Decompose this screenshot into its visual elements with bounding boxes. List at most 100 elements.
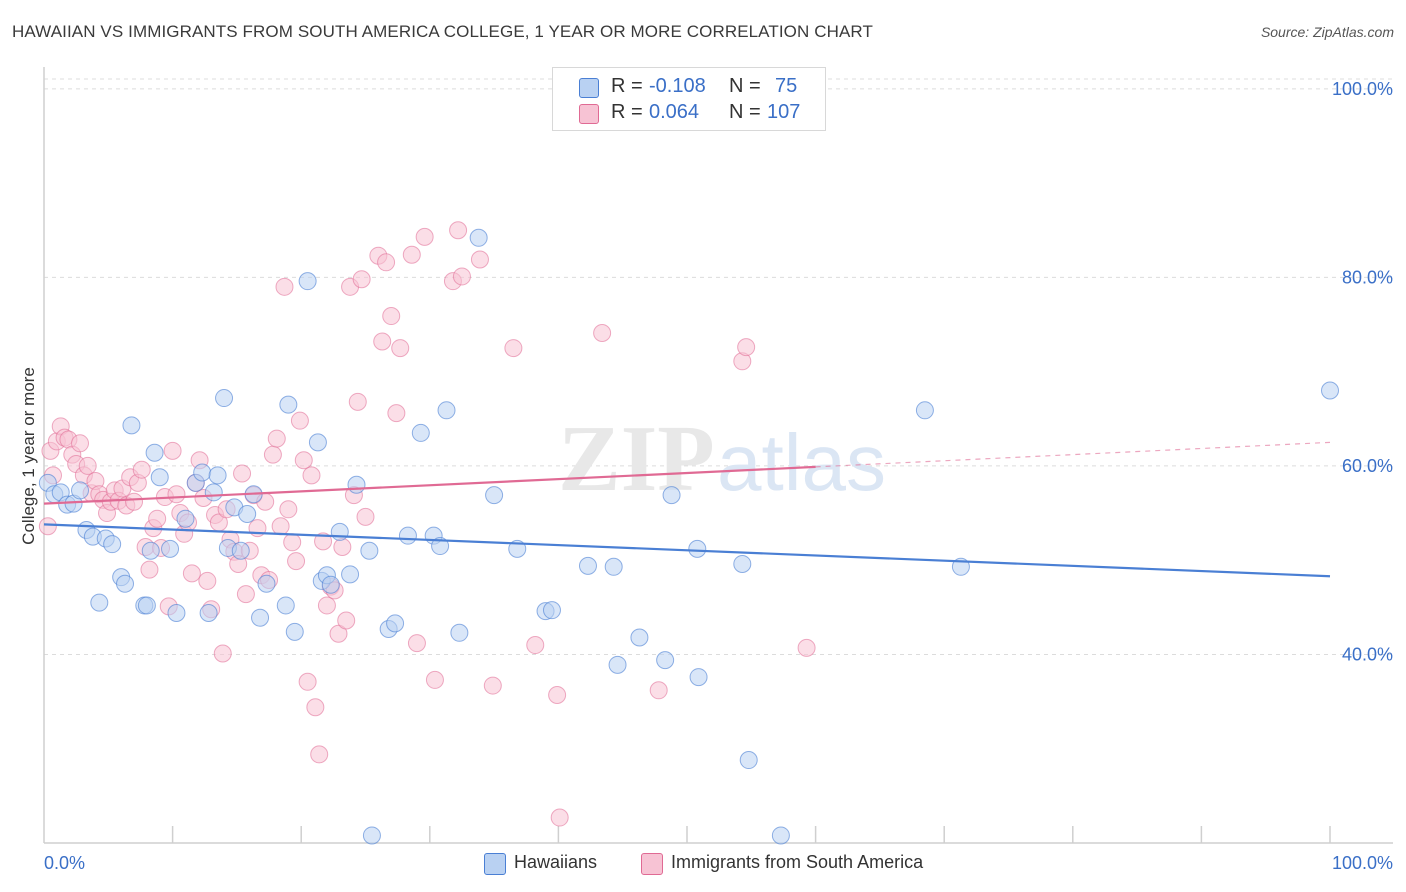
data-point-hawaiians xyxy=(739,751,758,770)
data-point-hawaiians xyxy=(1321,381,1339,400)
legend-row-immigrants: R = 0.064 N = 107 xyxy=(553,101,825,127)
series-immigrants-points xyxy=(38,221,816,827)
data-point-hawaiians xyxy=(204,483,223,502)
legend-r-value: 0.064 xyxy=(649,101,700,123)
axes xyxy=(43,67,1393,844)
legend-swatch-immigrants xyxy=(641,853,663,875)
series-hawaiians-points xyxy=(38,228,1339,845)
data-point-hawaiians xyxy=(276,596,295,615)
data-point-immigrants xyxy=(352,270,371,289)
data-point-immigrants xyxy=(402,245,421,264)
trend-line-immigrants xyxy=(43,465,816,505)
data-point-immigrants xyxy=(373,332,392,351)
data-point-hawaiians xyxy=(485,486,504,505)
data-point-immigrants xyxy=(483,676,502,695)
data-point-immigrants xyxy=(275,277,294,296)
data-point-immigrants xyxy=(198,571,217,590)
data-point-hawaiians xyxy=(347,475,366,494)
grid-lines xyxy=(44,78,1393,655)
data-point-immigrants xyxy=(267,429,286,448)
y-tick-label: 40.0% xyxy=(1342,644,1393,664)
data-point-immigrants xyxy=(263,445,282,464)
data-point-hawaiians xyxy=(285,622,304,641)
data-point-hawaiians xyxy=(238,505,257,524)
data-point-immigrants xyxy=(797,638,816,657)
data-point-immigrants xyxy=(470,250,489,269)
data-point-hawaiians xyxy=(150,468,169,487)
data-point-hawaiians xyxy=(411,423,430,442)
legend-n-label: N = xyxy=(729,101,761,123)
data-point-immigrants xyxy=(356,507,375,526)
data-point-hawaiians xyxy=(279,395,298,414)
source-note: Source: ZipAtlas.com xyxy=(1260,24,1394,40)
data-point-immigrants xyxy=(550,808,569,827)
data-point-hawaiians xyxy=(176,509,195,528)
data-point-immigrants xyxy=(391,339,410,358)
data-point-immigrants xyxy=(148,509,167,528)
data-point-immigrants xyxy=(737,338,756,357)
data-point-hawaiians xyxy=(733,554,752,573)
data-point-immigrants xyxy=(163,441,182,460)
data-point-hawaiians xyxy=(122,416,141,435)
data-point-hawaiians xyxy=(103,535,122,554)
x-tick-label-min: 0.0% xyxy=(44,853,85,873)
trend-line-hawaiians xyxy=(43,523,1331,578)
y-tick-labels: 40.0% 60.0% 80.0% 100.0% xyxy=(1332,79,1393,665)
data-point-hawaiians xyxy=(689,668,708,687)
data-point-hawaiians xyxy=(630,628,649,647)
data-point-hawaiians xyxy=(330,522,349,541)
svg-text:atlas: atlas xyxy=(717,418,886,507)
legend-n-value: 107 xyxy=(767,101,801,123)
data-point-immigrants xyxy=(283,533,302,552)
data-point-hawaiians xyxy=(771,826,790,845)
correlation-legend: R = -0.108 N = 75 R = 0.064 N = 107 xyxy=(552,67,826,131)
data-point-immigrants xyxy=(329,624,348,643)
data-point-hawaiians xyxy=(362,826,381,845)
data-point-hawaiians xyxy=(437,401,456,420)
data-point-hawaiians xyxy=(578,556,597,575)
data-point-immigrants xyxy=(310,745,329,764)
data-point-immigrants xyxy=(449,221,468,240)
data-point-immigrants xyxy=(649,681,668,700)
legend-r-label: R = xyxy=(611,101,643,123)
data-point-hawaiians xyxy=(298,272,317,291)
data-point-hawaiians xyxy=(71,481,90,500)
data-point-immigrants xyxy=(233,464,252,483)
data-point-hawaiians xyxy=(199,603,218,622)
legend-swatch-hawaiians xyxy=(579,78,599,98)
data-point-immigrants xyxy=(140,560,159,579)
legend-n-label: N = xyxy=(729,75,761,97)
legend-r-label: R = xyxy=(611,75,643,97)
y-axis-title: College, 1 year or more xyxy=(19,367,38,545)
data-point-immigrants xyxy=(290,411,309,430)
data-point-hawaiians xyxy=(469,228,488,247)
data-point-hawaiians xyxy=(431,537,450,556)
data-point-hawaiians xyxy=(251,608,270,627)
data-point-hawaiians xyxy=(167,603,186,622)
data-point-immigrants xyxy=(593,324,612,343)
data-point-immigrants xyxy=(213,644,232,663)
data-point-immigrants xyxy=(425,670,444,689)
data-point-immigrants xyxy=(287,552,306,571)
data-point-hawaiians xyxy=(231,541,250,560)
data-point-hawaiians xyxy=(321,575,340,594)
data-point-immigrants xyxy=(314,532,333,551)
trend-line-immigrants-extension xyxy=(815,441,1331,468)
y-tick-label: 80.0% xyxy=(1342,267,1393,287)
data-point-hawaiians xyxy=(688,539,707,558)
data-point-hawaiians xyxy=(608,655,627,674)
data-point-immigrants xyxy=(333,537,352,556)
data-point-hawaiians xyxy=(161,539,180,558)
data-point-hawaiians xyxy=(656,651,675,670)
data-point-hawaiians xyxy=(116,574,135,593)
data-point-immigrants xyxy=(298,672,317,691)
legend-n-value: 75 xyxy=(775,75,798,97)
data-point-hawaiians xyxy=(141,541,160,560)
data-point-hawaiians xyxy=(308,433,327,452)
data-point-hawaiians xyxy=(193,463,212,482)
y-tick-label: 60.0% xyxy=(1342,456,1393,476)
data-point-hawaiians xyxy=(257,574,276,593)
data-point-hawaiians xyxy=(604,557,623,576)
x-tick-label-max: 100.0% xyxy=(1332,853,1393,873)
